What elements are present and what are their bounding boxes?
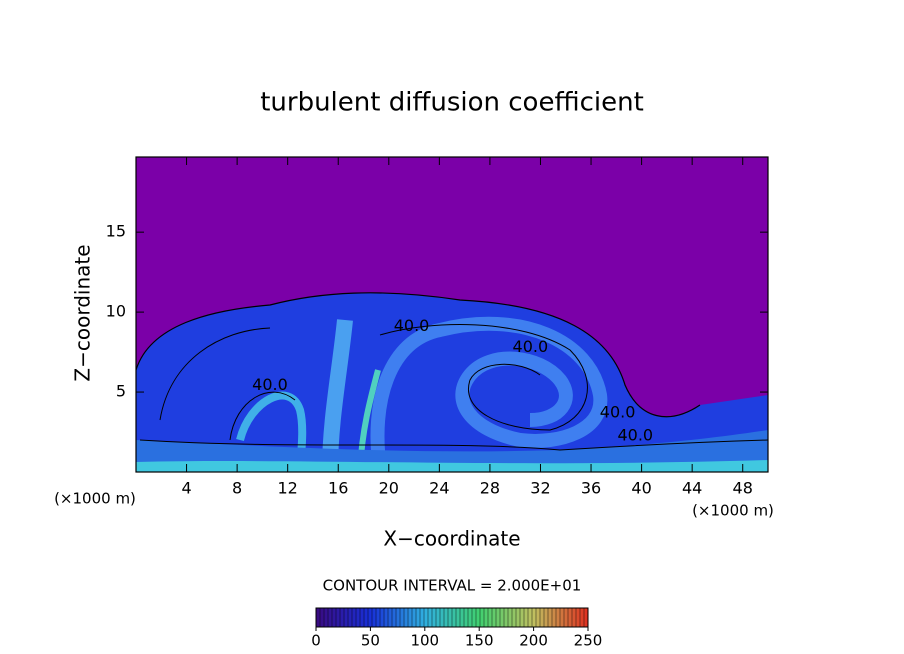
contour-label: 40.0 [617,426,653,445]
y-axis-label: Z−coordinate [71,244,95,381]
x-tick-label: 44 [682,479,702,498]
x-tick-label: 28 [480,479,500,498]
contour-line [159,324,588,431]
x-tick-label: 32 [530,479,550,498]
contour-line [139,391,768,451]
x-tick-label: 36 [581,479,601,498]
colorbar-cells [319,608,585,627]
colorbar-tick-label: 150 [465,632,494,650]
x-tick-label: 12 [278,479,298,498]
x-tick-label: 8 [232,479,242,498]
x-tick-label: 20 [379,479,399,498]
contour-line [136,292,701,418]
field-region [136,292,768,472]
colorbar-frame [315,607,589,628]
contour-label: 40.0 [394,316,430,335]
contour-interval: CONTOUR INTERVAL = 2.000E+01 [323,577,582,595]
x-tick-label: 16 [328,479,348,498]
y-tick-label: 10 [106,302,126,321]
x-unit-label: (×1000 m) [54,490,136,508]
contour-label: 40.0 [513,337,549,356]
field-region [136,460,768,472]
colorbar-tick-label: 50 [361,632,380,650]
chart-title: turbulent diffusion coefficient [260,88,644,118]
x-axis-label: X−coordinate [383,527,520,551]
x-tick-label: 24 [429,479,449,498]
colorbar-tick-label: 100 [410,632,439,650]
y-tick-label: 15 [106,222,126,241]
field-region [370,316,608,471]
field [136,157,768,472]
contour-label: 40.0 [600,402,636,421]
x-tick-label: 4 [181,479,191,498]
x-tick-label: 40 [631,479,651,498]
colorbar-tick-label: 250 [574,632,603,650]
plot-frame [135,156,769,473]
y-unit-label: (×1000 m) [692,502,774,520]
y-tick-label: 5 [116,382,126,401]
colorbar-tick-label: 200 [519,632,548,650]
colorbar-tick-label: 0 [311,632,321,650]
x-tick-label: 48 [733,479,753,498]
contour-label: 40.0 [252,375,288,394]
